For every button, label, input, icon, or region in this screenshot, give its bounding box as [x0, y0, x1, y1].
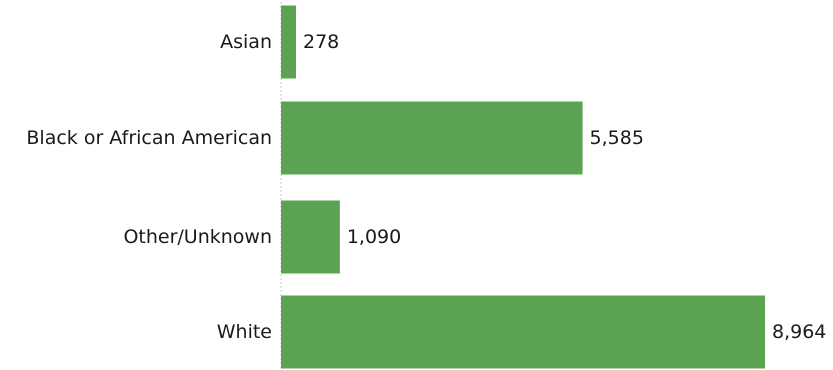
- value-label: 278: [303, 31, 339, 53]
- bar-white: [281, 295, 765, 369]
- bars-group: [281, 5, 765, 369]
- value-label: 8,964: [772, 321, 826, 343]
- bar-other-unknown: [281, 200, 340, 274]
- value-label: 1,090: [347, 226, 401, 248]
- category-label: Black or African American: [26, 127, 272, 149]
- category-label: Other/Unknown: [123, 226, 272, 248]
- value-labels-group: 278 5,585 1,090 8,964: [303, 31, 826, 343]
- bar-asian: [281, 5, 297, 79]
- category-label: Asian: [220, 31, 272, 53]
- value-label: 5,585: [590, 127, 644, 149]
- bar-black-or-african-american: [281, 101, 583, 175]
- category-label: White: [217, 321, 272, 343]
- category-labels-group: Asian Black or African American Other/Unkn…: [26, 31, 272, 343]
